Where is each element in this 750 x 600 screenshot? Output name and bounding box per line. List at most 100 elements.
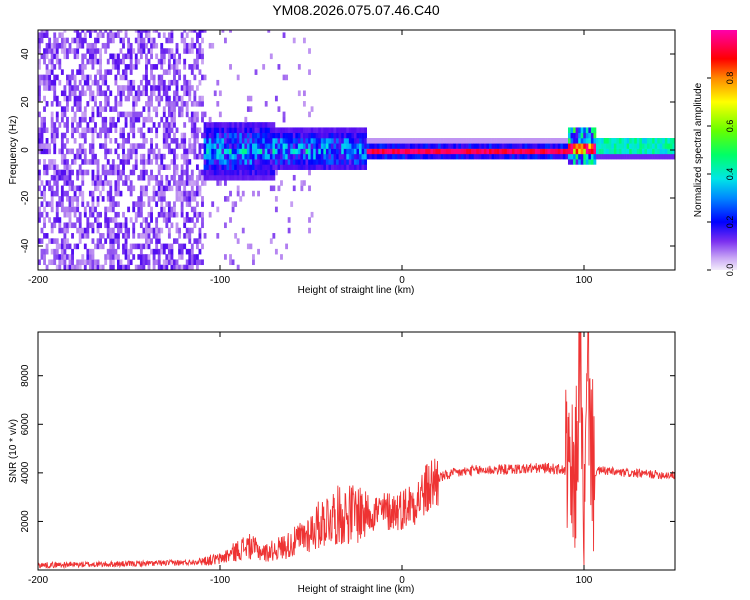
heatmap-cell [71,122,74,128]
heatmap-cell [101,185,105,192]
heatmap-cell [310,143,314,149]
heatmap-cell [104,101,108,107]
heatmap-cell [486,148,490,155]
heatmap-cell [68,42,72,49]
heatmap-cell [300,132,304,139]
heatmap-cell [119,48,123,54]
heatmap-cell [152,259,156,266]
heatmap-cell [165,174,169,181]
heatmap-cell [458,143,462,149]
heatmap-cell [404,143,408,149]
heatmap-cell [188,180,192,186]
heatmap-cell [119,111,123,118]
heatmap-cell [547,153,551,160]
heatmap-cell [127,64,131,70]
heatmap-cell [494,138,497,144]
heatmap-cell [76,227,80,234]
heatmap-cell [145,169,148,176]
heatmap-cell [567,127,571,134]
heatmap-cell [280,164,283,170]
heatmap-cell [66,238,69,244]
heatmap-cell [231,201,235,207]
heatmap-cell [588,153,592,160]
heatmap-cell [157,90,161,97]
heatmap-cell [539,143,543,149]
heatmap-cell [132,222,136,229]
heatmap-cell [106,32,110,38]
heatmap-cell [142,106,146,112]
heatmap-cell [374,153,378,160]
heatmap-cell [55,37,59,44]
heatmap-cell [241,190,245,197]
heatmap-cell [99,58,102,65]
heatmap-cell [203,174,207,181]
heatmap-cell [351,138,355,144]
heatmap-cell [38,217,41,223]
heatmap-cell [257,148,260,155]
heatmap-cell [399,153,403,160]
heatmap-cell [139,185,143,192]
heatmap-cell [193,148,197,155]
heatmap-cell [236,132,240,139]
heatmap-cell [142,116,146,123]
heatmap-cell [134,90,138,97]
heatmap-cell [280,254,283,260]
heatmap-cell [185,264,189,270]
heatmap-cell [155,127,159,134]
heatmap-cell [364,132,367,139]
heatmap-cell [499,153,503,160]
heatmap-cell [116,32,120,38]
heatmap-cell [157,32,161,38]
heatmap-cell [116,90,120,97]
heatmap-cell [216,101,220,107]
heatmap-cell [257,127,260,134]
heatmap-cell [259,148,263,155]
heatmap-cell [134,159,138,165]
heatmap-cell [124,85,128,91]
heatmap-cell [297,138,301,144]
heatmap-cell [443,153,446,160]
heatmap-cell [114,79,118,86]
heatmap-cell [157,190,161,197]
heatmap-cell [371,148,375,155]
heatmap-cell [71,254,74,260]
heatmap-cell [229,30,232,33]
heatmap-cell [91,106,95,112]
heatmap-cell [188,95,192,102]
heatmap-cell [425,153,429,160]
heatmap-cell [369,148,373,155]
heatmap-cell [221,132,225,139]
heatmap-cell [38,238,41,244]
heatmap-cell [331,127,334,134]
heatmap-cell [58,217,62,223]
heatmap-cell [160,116,164,123]
heatmap-cell [195,174,199,181]
heatmap-cell [486,143,490,149]
x-tick-label: -200 [28,275,48,286]
heatmap-cell [99,233,102,239]
heatmap-cell [111,64,115,70]
heatmap-cell [167,58,171,65]
heatmap-cell [338,159,342,165]
heatmap-cell [55,111,59,118]
heatmap-cell [142,264,146,270]
heatmap-cell [38,58,41,65]
heatmap-cell [40,116,44,123]
heatmap-cell [231,127,235,134]
heatmap-cell [218,148,222,155]
heatmap-cell [73,153,77,160]
heatmap-cell [195,37,199,44]
heatmap-cell [580,153,584,160]
heatmap-cell [106,180,110,186]
heatmap-cell [94,79,97,86]
heatmap-cell [353,127,357,134]
heatmap-cell [165,48,169,54]
heatmap-cell [226,127,230,134]
heatmap-cell [63,238,67,244]
heatmap-cell [86,101,90,107]
heatmap-cell [346,153,350,160]
heatmap-cell [578,153,582,160]
heatmap-cell [73,190,77,197]
heatmap-cell [137,90,141,97]
heatmap-cell [234,132,238,139]
